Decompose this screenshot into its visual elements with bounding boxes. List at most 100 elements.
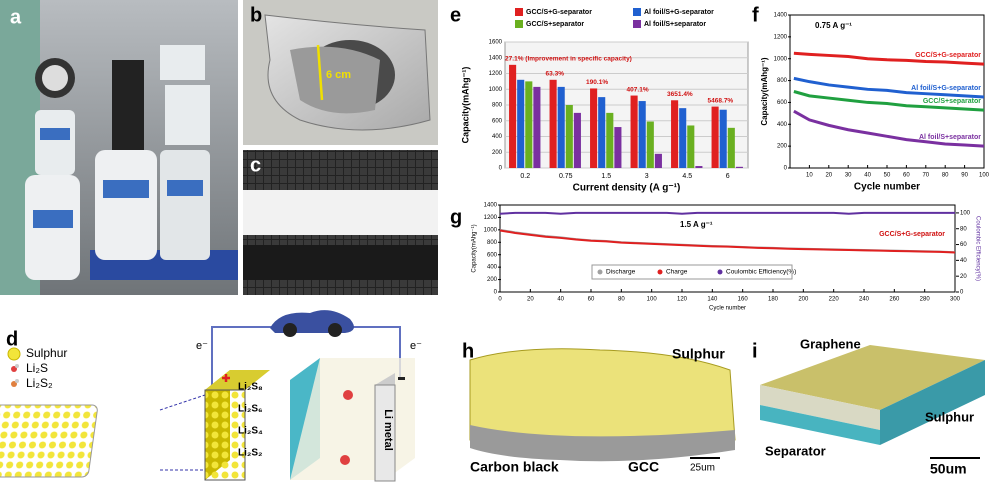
anode-label: Li metal: [382, 409, 394, 451]
y-axis-title: Capacity(mAhg⁻¹): [760, 57, 769, 126]
species: Li₂S₂: [238, 448, 262, 459]
label: Sulphur: [925, 409, 974, 424]
y-tick-label: 600: [777, 100, 788, 106]
bar: [712, 107, 719, 168]
y2-tick-label: 20: [960, 274, 967, 280]
y-tick-label: 600: [487, 252, 498, 258]
x-tick-label: 70: [922, 173, 929, 179]
y-tick-label: 1200: [489, 71, 503, 77]
species: Li₂S₈: [238, 382, 263, 393]
bar: [647, 122, 654, 168]
x-tick-label: 20: [825, 173, 832, 179]
series-label: GCC/S+G-separator: [915, 52, 981, 59]
x-tick-label: 40: [864, 173, 871, 179]
panel-label: b: [250, 4, 262, 26]
x-tick-label: 30: [845, 173, 852, 179]
bar: [550, 80, 557, 168]
x-tick-label: 120: [677, 297, 688, 303]
legend-text: Discharge: [606, 269, 636, 276]
x-axis-title: Cycle number: [709, 306, 746, 312]
x-tick-label: 1.5: [601, 173, 611, 180]
electron: e⁻: [410, 340, 422, 352]
x-tick-label: 4.5: [682, 173, 692, 180]
y-tick-label: 1400: [774, 13, 788, 19]
species: Li₂S₆: [238, 404, 263, 415]
x-axis-title: Current density (A g⁻¹): [573, 183, 681, 194]
y-axis-title: Capacity(mAhg⁻¹): [460, 67, 470, 144]
label: Carbon black: [470, 459, 559, 475]
label: GCC: [628, 459, 659, 475]
x-tick-label: 140: [707, 297, 718, 303]
x-tick-label: 0.75: [559, 173, 573, 180]
legend-marker: [598, 270, 603, 275]
diagram-d: [0, 310, 455, 482]
y2-tick-label: 60: [960, 242, 967, 248]
y-tick-label: 1200: [484, 215, 498, 221]
scale-text: 25um: [690, 463, 715, 474]
electron: e⁻: [196, 340, 208, 352]
bar: [533, 87, 540, 168]
y-tick-label: 0: [784, 166, 788, 172]
x-tick-label: 20: [527, 297, 534, 303]
y2-axis-title: Coulombic Efficiency(%): [974, 216, 980, 281]
bar: [728, 128, 735, 168]
bar: [695, 166, 702, 168]
legend-text: Al foil/S+G-separator: [644, 9, 714, 16]
y-tick-label: 400: [777, 122, 788, 128]
legend-text: Li₂S₂: [26, 376, 53, 390]
legend-text: GCC/S+separator: [526, 21, 584, 28]
series-label: GCC/S+separator: [923, 98, 981, 105]
legend-marker: [658, 270, 663, 275]
y-tick-label: 200: [487, 277, 498, 283]
y-tick-label: 1400: [489, 55, 503, 61]
legend-text: GCC/S+G-separator: [526, 9, 592, 16]
scale-text: 50um: [930, 461, 967, 477]
bar: [614, 127, 621, 168]
x-tick-label: 50: [884, 173, 891, 179]
x-tick-label: 160: [738, 297, 749, 303]
bar: [671, 100, 678, 168]
bar: [655, 154, 662, 168]
legend-text: Al foil/S+separator: [644, 21, 706, 28]
x-tick-label: 80: [618, 297, 625, 303]
x-tick-label: 200: [798, 297, 809, 303]
photo-c: [243, 150, 438, 295]
annotation: GCC/S+G-separator: [879, 231, 945, 238]
panel-label: i: [752, 340, 758, 362]
scale-text: 6 cm: [326, 69, 351, 81]
x-tick-label: 6: [726, 173, 730, 180]
y-tick-label: 200: [492, 150, 503, 156]
y-tick-label: 1400: [484, 203, 498, 209]
x-tick-label: 60: [903, 173, 910, 179]
y2-tick-label: 40: [960, 258, 967, 264]
species: Li₂S₄: [238, 426, 263, 437]
legend-swatch: [515, 8, 523, 16]
annotation: 27.1% (Improvement in specific capacity): [505, 56, 632, 63]
annotation: 407.1%: [627, 86, 649, 93]
y-tick-label: 400: [492, 134, 503, 140]
y-tick-label: 1000: [774, 56, 788, 62]
x-tick-label: 100: [979, 173, 989, 179]
y2-tick-label: 100: [960, 210, 971, 216]
label: Separator: [765, 443, 826, 458]
photo-a: [0, 0, 238, 295]
y2-tick-label: 80: [960, 226, 967, 232]
y-tick-label: 1000: [484, 227, 498, 233]
bar: [679, 108, 686, 168]
y-tick-label: 800: [777, 78, 788, 84]
panel-label: c: [250, 154, 261, 176]
x-tick-label: 3: [645, 173, 649, 180]
y-tick-label: 1000: [489, 87, 503, 93]
y-axis-title: Capacity(mAhg⁻¹): [472, 224, 478, 272]
series-line: [500, 213, 955, 214]
x-tick-label: 60: [588, 297, 595, 303]
figure: ab6 cmcdSulphurLi₂SLi₂S₂e⁻e⁻Li₂S₈Li₂S₆Li…: [0, 0, 989, 482]
bar: [517, 80, 524, 168]
legend-text: Coulombic Efficiency(%): [726, 269, 796, 276]
bar: [590, 88, 597, 168]
series-label: Al foil/S+G-separator: [911, 85, 981, 92]
x-tick-label: 80: [942, 173, 949, 179]
annotation: 1.5 A g⁻¹: [680, 220, 713, 229]
bar: [631, 96, 638, 168]
x-axis-title: Cycle number: [854, 182, 920, 193]
